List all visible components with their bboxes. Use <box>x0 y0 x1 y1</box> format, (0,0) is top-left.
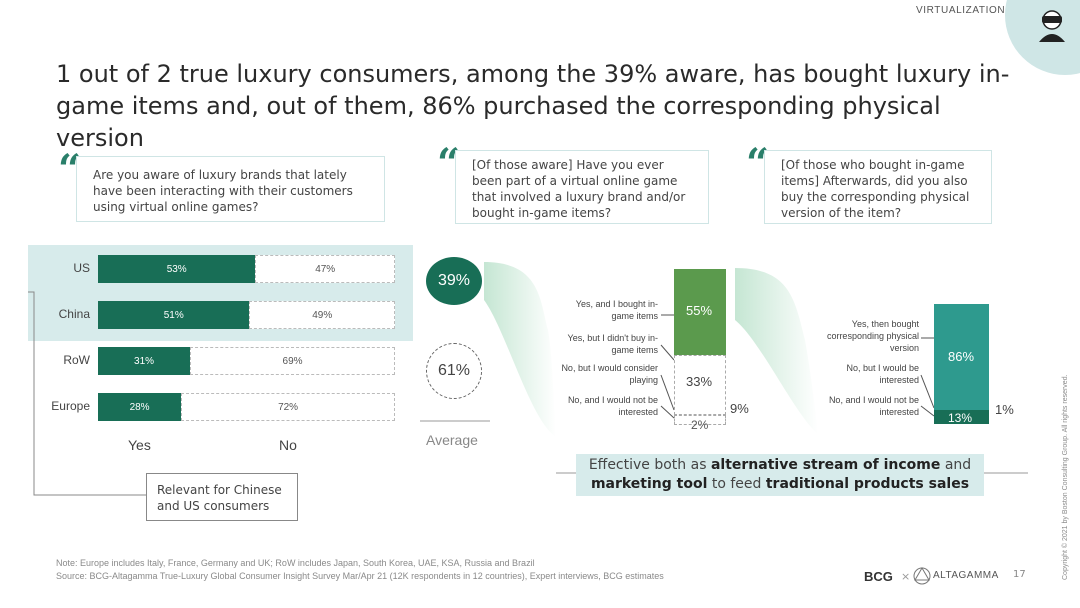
footer-source: Source: BCG-Altagamma True-Luxury Global… <box>56 571 664 581</box>
logo-separator: × <box>901 570 911 583</box>
segment-13 <box>934 410 989 424</box>
category-label: RoW <box>63 353 90 367</box>
callout-box: Effective both as alternative stream of … <box>576 454 984 496</box>
category-label: US <box>73 261 90 275</box>
segment-desc: Yes, but I didn't buy in-game items <box>567 333 658 355</box>
section-tag: VIRTUALIZATION <box>916 5 1006 16</box>
page-title: 1 out of 2 true luxury consumers, among … <box>56 60 1010 152</box>
segment-13-label: 13% <box>948 411 973 425</box>
segment-55-label: 55% <box>686 303 713 318</box>
callout-bold-2: marketing tool <box>590 476 708 492</box>
segment-1-label: 1% <box>995 402 1014 417</box>
segment-2 <box>674 415 726 425</box>
bar-no: 47% <box>255 255 395 283</box>
category-label: Europe <box>51 399 90 413</box>
bar-yes: 28% <box>98 393 182 421</box>
segment-2-label: 2% <box>691 418 709 432</box>
bar-no: 49% <box>249 301 395 329</box>
altagamma-logo-icon <box>913 567 931 585</box>
altagamma-logo: ALTAGAMMA <box>933 570 999 581</box>
footer-note: Note: Europe includes Italy, France, Ger… <box>56 558 535 568</box>
bar-no: 72% <box>181 393 395 421</box>
average-not-aware-circle: 61% <box>426 343 482 399</box>
bar-yes: 31% <box>98 347 191 375</box>
callout-bold-3: traditional products sales <box>765 476 970 492</box>
segment-desc: No, and I would not be interested <box>567 395 658 417</box>
segment-86-label: 86% <box>948 349 975 364</box>
vr-headset-avatar-icon <box>1039 10 1065 42</box>
segment-desc: Yes, then bought corresponding physical … <box>826 319 919 353</box>
segment-33 <box>674 355 726 415</box>
bar-yes: 53% <box>98 255 256 283</box>
quote-icon: “ <box>437 140 461 187</box>
segment-9-label: 9% <box>730 401 749 416</box>
axis-label-yes: Yes <box>128 437 151 453</box>
axis-label-no: No <box>279 437 297 453</box>
segment-desc: No, and I would not be interested <box>828 395 919 417</box>
quote-icon: “ <box>58 146 82 193</box>
question-3: [Of those who bought in-game items] Afte… <box>764 150 992 224</box>
callout-bold-1: alternative stream of income <box>710 457 941 473</box>
segment-86 <box>934 304 989 410</box>
question-2: [Of those aware] Have you ever been part… <box>455 150 709 224</box>
category-label: China <box>58 307 90 321</box>
bcg-logo: BCG <box>864 569 893 584</box>
page-number: 17 <box>1013 569 1026 580</box>
question-1: Are you aware of luxury brands that late… <box>76 156 385 222</box>
bar-no: 69% <box>190 347 395 375</box>
average-label: Average <box>426 432 478 448</box>
segment-desc: Yes, and I bought in-game items <box>575 299 658 321</box>
segment-desc: No, but I would be interested <box>846 363 919 385</box>
average-aware-circle: 39% <box>426 257 482 305</box>
quote-icon: “ <box>746 140 770 187</box>
segment-55 <box>674 269 726 355</box>
bar-yes: 51% <box>98 301 250 329</box>
segment-33-label: 33% <box>686 374 713 389</box>
copyright: Copyright © 2021 by Boston Consulting Gr… <box>1062 374 1069 580</box>
segment-desc: No, but I would consider playing <box>561 363 658 385</box>
relevant-note: Relevant for Chinese and US consumers <box>146 473 298 521</box>
